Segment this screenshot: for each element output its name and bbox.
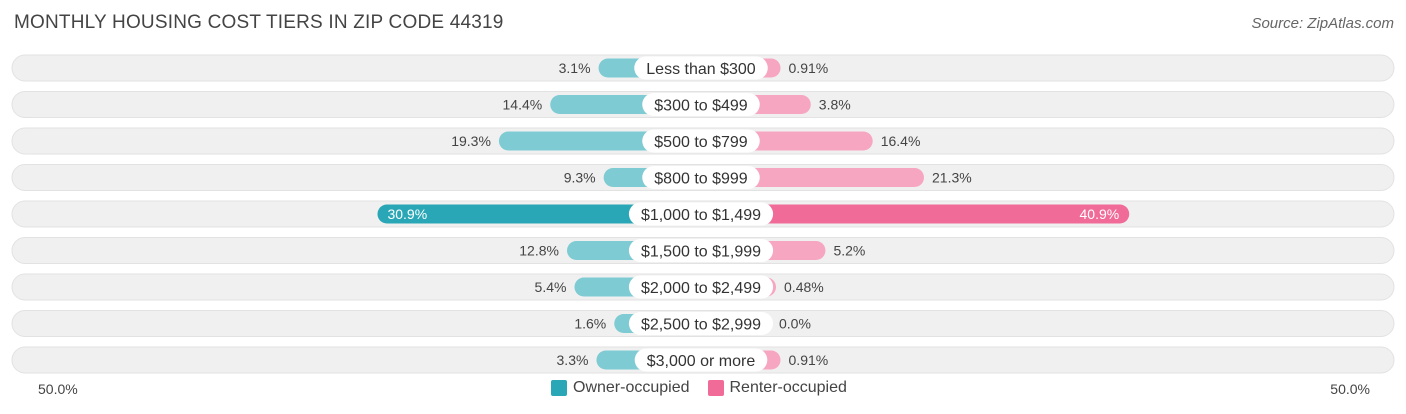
category-label: Less than $300: [646, 61, 756, 78]
category-label: $500 to $799: [654, 134, 748, 151]
owner-bar: [377, 204, 701, 224]
axis-right-label: 50.0%: [1330, 381, 1370, 397]
category-pill: [642, 166, 760, 189]
legend-item-renter[interactable]: Renter-occupied: [707, 379, 847, 397]
legend-swatch-renter: [707, 380, 724, 396]
renter-bar: [701, 204, 1130, 224]
source-note: Source: ZipAtlas.com: [1251, 15, 1394, 32]
renter-value-label: 0.91%: [789, 352, 829, 368]
owner-value-label: 14.4%: [503, 97, 543, 113]
category-pill: [628, 202, 774, 226]
category-label: $2,000 to $2,499: [641, 280, 761, 297]
owner-value-label: 30.9%: [387, 206, 427, 222]
legend-label-renter: Renter-occupied: [729, 379, 847, 396]
category-label: $1,000 to $1,499: [641, 207, 761, 224]
legend-label-owner: Owner-occupied: [573, 379, 690, 396]
category-pill: [628, 275, 774, 299]
owner-value-label: 9.3%: [564, 170, 596, 186]
legend-swatch-owner: [551, 380, 567, 396]
category-label: $1,500 to $1,999: [641, 244, 761, 261]
axis-left-label: 50.0%: [38, 381, 78, 397]
renter-value-label: 40.9%: [1080, 206, 1120, 222]
renter-value-label: 0.0%: [779, 316, 811, 332]
category-pill: [642, 129, 760, 153]
renter-value-label: 5.2%: [833, 243, 865, 259]
category-pill: [628, 312, 774, 335]
owner-value-label: 3.1%: [559, 60, 591, 76]
owner-value-label: 3.3%: [557, 352, 589, 368]
category-label: $3,000 or more: [647, 353, 756, 370]
renter-value-label: 16.4%: [881, 133, 921, 149]
category-label: $800 to $999: [654, 171, 748, 188]
category-label: $2,500 to $2,999: [641, 317, 761, 334]
renter-value-label: 3.8%: [819, 97, 851, 113]
chart-title: MONTHLY HOUSING COST TIERS IN ZIP CODE 4…: [14, 12, 504, 33]
owner-value-label: 12.8%: [519, 243, 559, 259]
renter-value-label: 0.91%: [789, 60, 829, 76]
renter-value-label: 21.3%: [932, 170, 972, 186]
owner-value-label: 5.4%: [535, 279, 567, 295]
legend: Owner-occupied Renter-occupied: [551, 379, 865, 397]
renter-value-label: 0.48%: [784, 279, 824, 295]
category-pill: [628, 239, 774, 262]
category-label: $300 to $499: [654, 98, 748, 115]
category-pill: [634, 348, 768, 372]
category-pill: [634, 56, 768, 80]
owner-value-label: 1.6%: [574, 316, 606, 332]
legend-item-owner[interactable]: Owner-occupied: [551, 379, 690, 397]
category-pill: [642, 93, 760, 116]
owner-value-label: 19.3%: [451, 133, 491, 149]
